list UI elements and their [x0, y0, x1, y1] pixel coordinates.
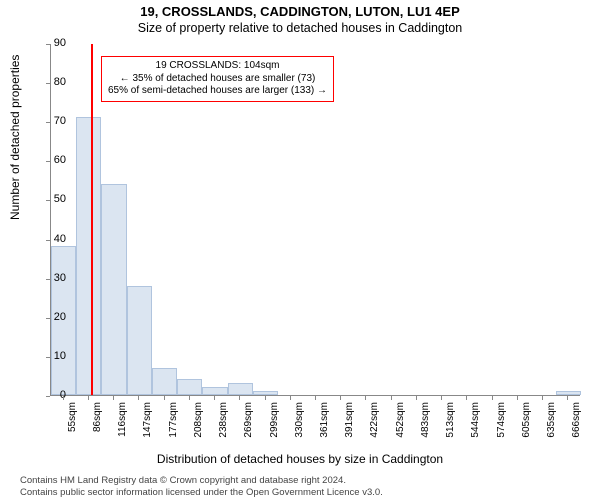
- x-tick-label: 361sqm: [319, 402, 330, 452]
- x-tick-mark: [315, 396, 316, 400]
- y-tick-mark: [46, 396, 50, 397]
- y-tick-mark: [46, 318, 50, 319]
- x-tick-mark: [113, 396, 114, 400]
- y-tick-label: 80: [36, 76, 66, 88]
- histogram-bar: [177, 379, 202, 395]
- x-tick-label: 452sqm: [395, 402, 406, 452]
- x-tick-mark: [441, 396, 442, 400]
- annotation-line: 65% of semi-detached houses are larger (…: [108, 85, 327, 98]
- x-tick-mark: [265, 396, 266, 400]
- x-tick-mark: [63, 396, 64, 400]
- y-tick-mark: [46, 200, 50, 201]
- reference-line: [91, 44, 93, 395]
- plot-area: 19 CROSSLANDS: 104sqm← 35% of detached h…: [50, 44, 580, 396]
- y-tick-mark: [46, 161, 50, 162]
- y-tick-mark: [46, 44, 50, 45]
- x-tick-label: 86sqm: [92, 402, 103, 452]
- histogram-bar: [101, 184, 126, 395]
- y-tick-mark: [46, 240, 50, 241]
- x-tick-label: 299sqm: [269, 402, 280, 452]
- y-tick-mark: [46, 122, 50, 123]
- annotation-line: ← 35% of detached houses are smaller (73…: [108, 73, 327, 86]
- histogram-bar: [202, 387, 227, 395]
- x-tick-mark: [416, 396, 417, 400]
- x-tick-label: 574sqm: [496, 402, 507, 452]
- y-tick-label: 10: [36, 350, 66, 362]
- footer-line-2: Contains public sector information licen…: [20, 487, 580, 498]
- x-tick-mark: [340, 396, 341, 400]
- histogram-bar: [152, 368, 177, 395]
- chart-subtitle: Size of property relative to detached ho…: [0, 21, 600, 35]
- x-tick-mark: [88, 396, 89, 400]
- x-tick-mark: [542, 396, 543, 400]
- x-tick-mark: [138, 396, 139, 400]
- x-tick-mark: [492, 396, 493, 400]
- footer-line-1: Contains HM Land Registry data © Crown c…: [20, 475, 580, 486]
- y-tick-label: 50: [36, 193, 66, 205]
- annotation-box: 19 CROSSLANDS: 104sqm← 35% of detached h…: [101, 56, 334, 102]
- y-axis-label: Number of detached properties: [8, 55, 22, 220]
- x-axis-label: Distribution of detached houses by size …: [0, 452, 600, 466]
- x-tick-label: 116sqm: [117, 402, 128, 452]
- titles-block: 19, CROSSLANDS, CADDINGTON, LUTON, LU1 4…: [0, 4, 600, 35]
- x-tick-mark: [391, 396, 392, 400]
- y-tick-label: 70: [36, 115, 66, 127]
- x-tick-label: 483sqm: [420, 402, 431, 452]
- x-tick-mark: [567, 396, 568, 400]
- y-tick-label: 40: [36, 233, 66, 245]
- x-tick-label: 422sqm: [369, 402, 380, 452]
- annotation-line: 19 CROSSLANDS: 104sqm: [108, 60, 327, 73]
- y-tick-mark: [46, 279, 50, 280]
- histogram-bar: [228, 383, 253, 395]
- x-tick-label: 330sqm: [294, 402, 305, 452]
- x-tick-mark: [466, 396, 467, 400]
- x-tick-label: 544sqm: [470, 402, 481, 452]
- x-tick-mark: [290, 396, 291, 400]
- y-tick-mark: [46, 357, 50, 358]
- y-tick-label: 20: [36, 311, 66, 323]
- y-tick-label: 90: [36, 37, 66, 49]
- y-tick-label: 0: [36, 389, 66, 401]
- x-tick-label: 666sqm: [571, 402, 582, 452]
- x-tick-mark: [365, 396, 366, 400]
- x-tick-mark: [517, 396, 518, 400]
- x-tick-mark: [189, 396, 190, 400]
- x-tick-mark: [164, 396, 165, 400]
- x-tick-label: 269sqm: [243, 402, 254, 452]
- x-tick-label: 55sqm: [67, 402, 78, 452]
- x-tick-label: 513sqm: [445, 402, 456, 452]
- x-tick-label: 208sqm: [193, 402, 204, 452]
- histogram-bar: [127, 286, 152, 396]
- x-tick-label: 238sqm: [218, 402, 229, 452]
- x-tick-label: 391sqm: [344, 402, 355, 452]
- x-tick-label: 177sqm: [168, 402, 179, 452]
- x-tick-label: 147sqm: [142, 402, 153, 452]
- y-tick-label: 30: [36, 272, 66, 284]
- x-tick-mark: [239, 396, 240, 400]
- chart-title: 19, CROSSLANDS, CADDINGTON, LUTON, LU1 4…: [0, 4, 600, 19]
- y-tick-mark: [46, 83, 50, 84]
- histogram-bar: [253, 391, 278, 395]
- x-tick-label: 605sqm: [521, 402, 532, 452]
- x-tick-label: 635sqm: [546, 402, 557, 452]
- y-tick-label: 60: [36, 154, 66, 166]
- footer-attribution: Contains HM Land Registry data © Crown c…: [20, 475, 580, 498]
- x-tick-mark: [214, 396, 215, 400]
- histogram-bar: [76, 117, 101, 395]
- histogram-bar: [556, 391, 581, 395]
